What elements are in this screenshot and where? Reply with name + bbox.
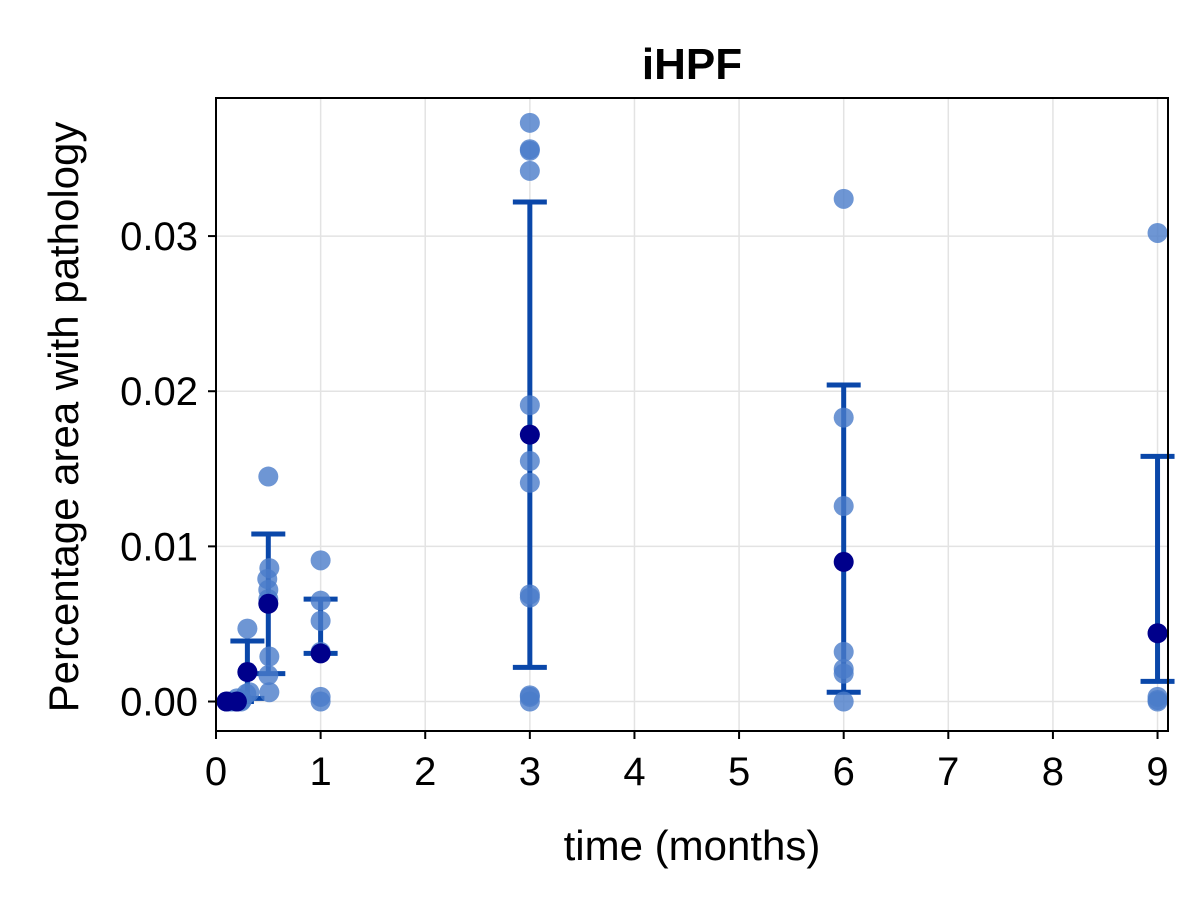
plot-frame [215,97,1169,732]
x-tick-label: 1 [309,750,331,794]
data-point [833,691,854,712]
chart-title: iHPF [642,40,742,89]
x-tick-label: 9 [1146,750,1168,794]
data-point [258,466,279,487]
data-point [833,188,854,209]
mean-point [226,691,247,712]
x-tick-label: 8 [1042,750,1064,794]
x-axis-ticks: 0 1 2 3 4 5 6 7 8 9 [205,731,1169,794]
data-point [310,590,331,611]
data-point [310,691,331,712]
mean-points [216,424,1168,712]
mean-point [1147,623,1168,644]
x-tick-label: 3 [519,750,541,794]
x-tick-label: 4 [623,750,645,794]
y-tick-label: 0.02 [120,370,198,414]
data-point [1147,691,1168,712]
data-point [1147,222,1168,243]
mean-point [237,662,258,683]
data-point [259,682,280,703]
data-point [310,610,331,631]
x-axis-label: time (months) [564,822,821,869]
x-tick-label: 5 [728,750,750,794]
data-point [519,451,540,472]
data-point [519,587,540,608]
data-point [258,665,279,686]
data-point [833,663,854,684]
mean-point [258,593,279,614]
grid [215,98,1168,731]
data-point [237,618,258,639]
data-point [310,550,331,571]
x-tick-label: 0 [205,750,227,794]
x-tick-label: 2 [414,750,436,794]
data-point [519,160,540,181]
data-point [519,112,540,133]
y-tick-label: 0.01 [120,525,198,569]
y-tick-label: 0.00 [120,681,198,725]
data-point [833,407,854,428]
mean-point [310,643,331,664]
y-axis-label: Percentage area with pathology [40,122,87,713]
data-point [519,472,540,493]
data-point [259,646,280,667]
x-tick-label: 7 [937,750,959,794]
data-point [519,395,540,416]
data-point [833,641,854,662]
data-point [519,140,540,161]
data-point [519,691,540,712]
data-point [833,496,854,517]
y-axis-ticks: 0.00 0.01 0.02 0.03 [120,215,216,725]
x-tick-label: 6 [833,750,855,794]
y-tick-label: 0.03 [120,215,198,259]
mean-point [833,551,854,572]
mean-point [519,424,540,445]
